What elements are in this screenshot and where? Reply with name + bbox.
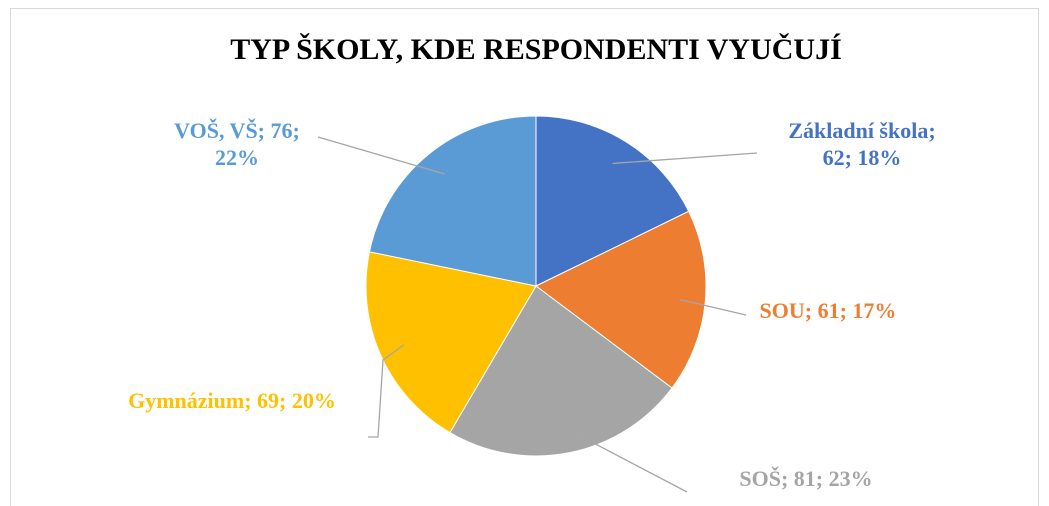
leader-line bbox=[612, 152, 758, 165]
data-label-line: SOU; 61; 17% bbox=[760, 298, 897, 323]
data-label-line: SOŠ; 81; 23% bbox=[739, 466, 872, 491]
leader-line bbox=[679, 299, 747, 316]
data-label: SOU; 61; 17% bbox=[760, 298, 897, 323]
data-label-line: Základní škola; bbox=[788, 118, 935, 143]
leader-line bbox=[564, 427, 688, 493]
leader-line bbox=[317, 136, 445, 175]
leader-line bbox=[368, 344, 405, 438]
pie-slice bbox=[365, 251, 537, 434]
data-label-line: Gymnázium; 69; 20% bbox=[128, 388, 336, 413]
pie-slice bbox=[449, 285, 673, 457]
chart-title: TYP ŠKOLY, KDE RESPONDENTI VYUČUJÍ bbox=[230, 33, 842, 66]
data-label-line: 62; 18% bbox=[823, 145, 902, 170]
data-label: SOŠ; 81; 23% bbox=[739, 466, 872, 491]
data-label-line: 22% bbox=[215, 145, 259, 170]
data-label: Gymnázium; 69; 20% bbox=[128, 388, 336, 413]
pie-slice bbox=[535, 210, 707, 389]
data-label-line: VOŠ, VŠ; 76; bbox=[174, 118, 300, 143]
data-label: VOŠ, VŠ; 76; 22% bbox=[174, 118, 300, 170]
pie-slice bbox=[368, 115, 537, 287]
data-label: Základní škola; 62; 18% bbox=[788, 118, 935, 170]
pie-slice bbox=[535, 115, 690, 287]
